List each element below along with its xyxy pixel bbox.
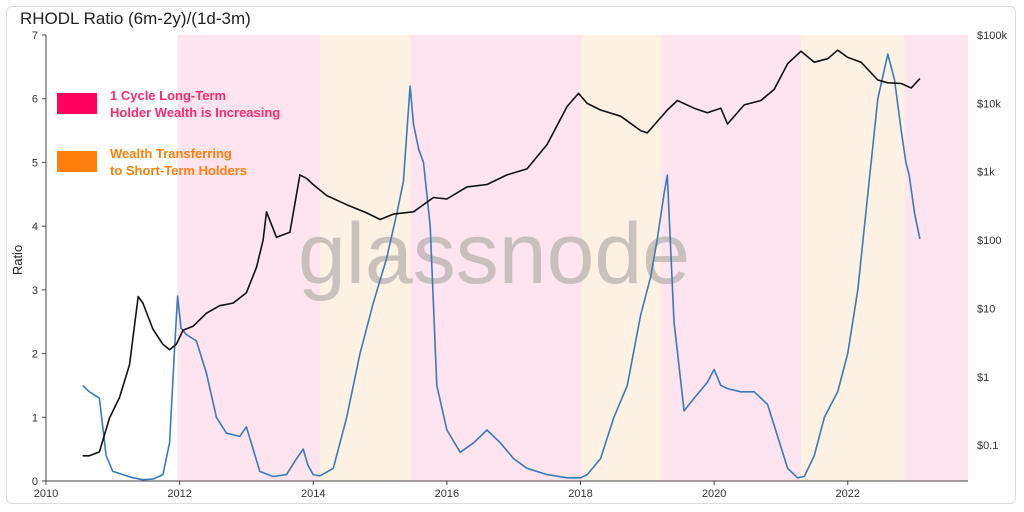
y-tick-label-4: 4 (32, 221, 38, 233)
y2-tick-label-4: $1k (977, 167, 995, 179)
x-tick-label-6: 2022 (835, 488, 859, 500)
chart-title: RHODL Ratio (6m-2y)/(1d-3m) (20, 9, 251, 28)
y-axis-label: Ratio (10, 245, 25, 275)
phase-band-2 (410, 35, 582, 481)
phase-band-1 (319, 35, 411, 481)
x-tick-label-0: 2010 (34, 488, 58, 500)
phase-band-5 (800, 35, 905, 481)
legend: 1 Cycle Long-Term Holder Wealth is Increa… (57, 88, 280, 178)
phase-band-3 (581, 35, 661, 481)
y-tick-label-6: 6 (32, 94, 38, 106)
y2-tick-label-3: $100 (977, 235, 1001, 247)
x-tick-label-4: 2018 (568, 488, 592, 500)
legend-text-1-0: Wealth Transferring (110, 146, 232, 161)
y2-tick-label-5: $10k (977, 98, 1001, 110)
legend-text-0-1: Holder Wealth is Increasing (110, 105, 280, 120)
legend-swatch-0 (57, 93, 97, 114)
y-tick-label-0: 0 (32, 476, 38, 488)
y2-tick-label-2: $10 (977, 303, 995, 315)
phase-band-0 (177, 35, 320, 481)
legend-text-0-0: 1 Cycle Long-Term (110, 88, 226, 103)
x-tick-label-1: 2012 (167, 488, 191, 500)
y-tick-label-5: 5 (32, 157, 38, 169)
y-tick-label-1: 1 (32, 412, 38, 424)
series-lines (82, 49, 921, 481)
y2-tick-label-6: $100k (977, 30, 1007, 42)
x-tick-label-3: 2016 (435, 488, 459, 500)
watermark: glassnode (298, 206, 690, 302)
rhodl-ratio-line (82, 53, 921, 481)
phase-band-6 (904, 35, 968, 481)
y-tick-label-2: 2 (32, 349, 38, 361)
price-line (82, 49, 921, 457)
legend-text-1-1: to Short-Term Holders (110, 163, 247, 178)
x-tick-label-2: 2014 (301, 488, 325, 500)
phase-bands (177, 35, 968, 481)
axes: 2010 2012 2014 2016 2018 2020 2022 0 1 2 3 4 5 6 7 $0.1… (32, 30, 1008, 500)
y2-tick-label-0: $0.1 (977, 440, 998, 452)
y-tick-label-7: 7 (32, 30, 38, 42)
legend-swatch-1 (57, 151, 97, 172)
x-tick-label-5: 2020 (702, 488, 726, 500)
y2-tick-label-1: $1 (977, 372, 989, 384)
chart-frame (6, 6, 1016, 504)
y-tick-label-3: 3 (32, 285, 38, 297)
